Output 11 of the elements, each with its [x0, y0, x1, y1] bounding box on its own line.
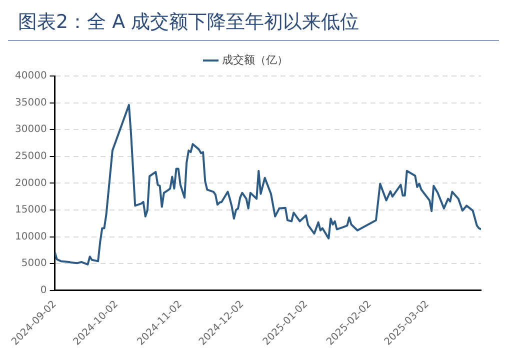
y-tick-label: 20000 — [15, 178, 47, 189]
y-tick-label: 0 — [40, 285, 47, 296]
y-tick-label: 35000 — [15, 97, 47, 108]
y-tick-label: 5000 — [21, 258, 47, 270]
y-tick-label: 10000 — [15, 231, 47, 242]
chart-title: 图表2：全 A 成交额下降至年初以来低位 — [17, 10, 360, 35]
y-tick-label: 40000 — [15, 70, 47, 82]
y-tick-label: 25000 — [15, 151, 47, 162]
y-tick-label: 15000 — [15, 204, 47, 216]
legend-label: 成交额（亿） — [222, 53, 288, 66]
y-tick-label: 30000 — [15, 124, 47, 136]
